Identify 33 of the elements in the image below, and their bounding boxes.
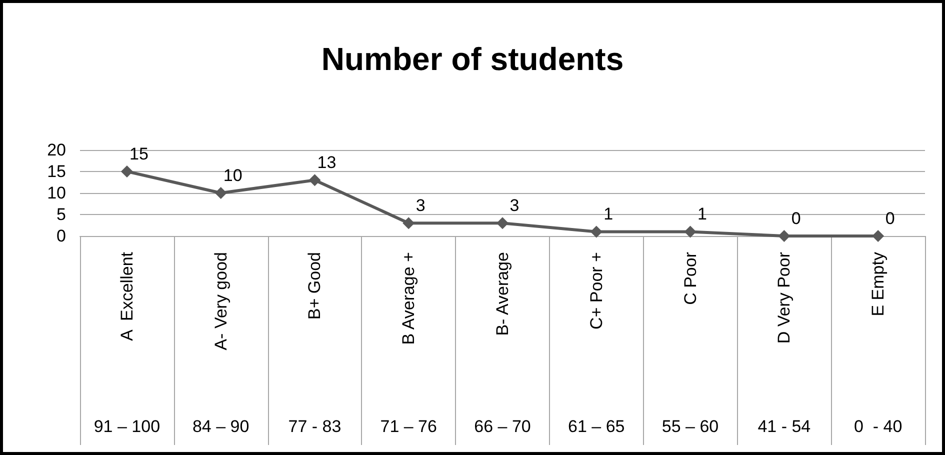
y-tick-label: 10 — [47, 184, 66, 202]
category-label: 84 – 90 A- Very good — [192, 252, 250, 436]
y-tick-label: 20 — [47, 140, 66, 160]
data-label: 3 — [416, 196, 426, 216]
y-tick-label: 0 — [56, 226, 66, 246]
category-label: 91 – 100 A Excellent — [94, 252, 160, 436]
point — [872, 230, 884, 242]
data-label: 10 — [223, 166, 242, 185]
point — [120, 166, 133, 178]
point — [590, 226, 602, 238]
point — [402, 217, 415, 230]
data-label: 0 — [885, 209, 895, 228]
category-label: 55 – 60 C Poor — [662, 252, 719, 436]
point — [778, 230, 790, 242]
category-label: 61 – 65 C+ Poor + — [568, 252, 625, 436]
y-tick-label: 15 — [47, 162, 66, 181]
y-tick-label: 5 — [56, 205, 66, 224]
category-label: 77 - 83 B+ Good — [288, 252, 342, 436]
category-label: 41 - 54 D Very Poor — [758, 252, 811, 436]
data-label: 0 — [791, 209, 801, 228]
data-label: 3 — [510, 196, 520, 216]
data-label: 1 — [698, 204, 708, 224]
category-label: 66 – 70 B- Average — [474, 252, 531, 436]
data-label: 15 — [129, 144, 148, 164]
point — [496, 217, 508, 230]
category-label: 0 - 40 E Empty — [854, 252, 902, 436]
chart-title: Number of students — [321, 41, 624, 77]
point — [214, 187, 227, 199]
category-label: 71 – 76 B Average + — [380, 252, 437, 436]
point — [684, 226, 696, 238]
data-label: 13 — [317, 153, 336, 172]
data-label: 1 — [604, 204, 614, 224]
point — [308, 174, 321, 186]
